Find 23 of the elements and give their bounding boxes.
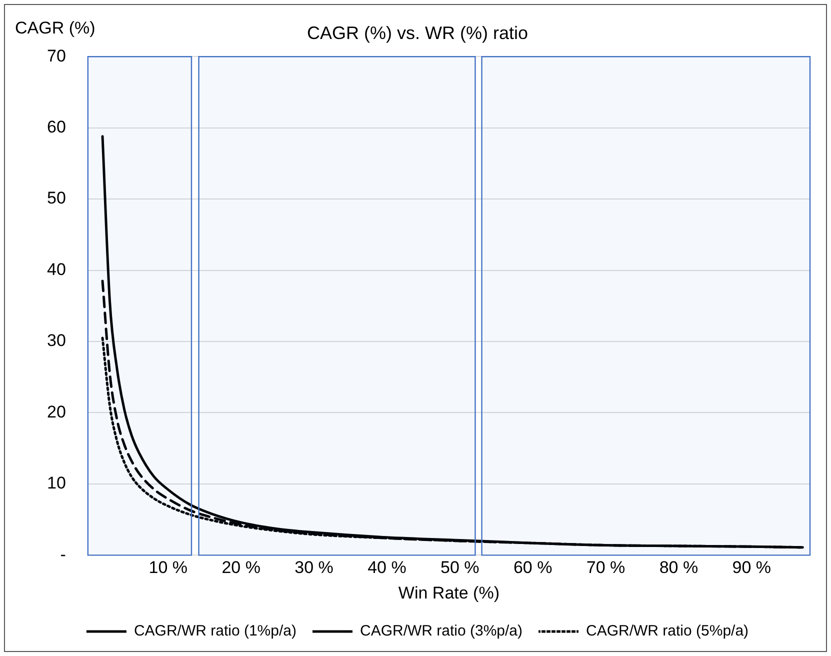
legend-label: CAGR/WR ratio (3%p/a): [360, 622, 523, 640]
y-axis-title: CAGR (%): [15, 18, 96, 38]
x-tick-label: 30 %: [294, 558, 334, 578]
y-tick-label: 30: [46, 331, 66, 350]
y-tick-label: -: [60, 544, 66, 564]
x-tick-label: 10 %: [148, 558, 188, 578]
x-tick-label: 90 %: [732, 558, 772, 578]
x-tick-label: 50 %: [440, 558, 480, 578]
legend-label: CAGR/WR ratio (1%p/a): [134, 622, 296, 640]
x-tick-label: 40 %: [368, 558, 406, 578]
chart-title: CAGR (%) vs. WR (%) ratio: [306, 22, 528, 43]
x-tick-label: 20 %: [222, 558, 260, 578]
y-tick-label: 40: [46, 260, 66, 279]
x-tick-label: 70 %: [586, 558, 626, 578]
y-tick-label: 20: [46, 402, 66, 422]
y-tick-label: 50: [46, 188, 66, 208]
y-tick-label: 60: [46, 118, 66, 137]
x-tick-label: 60 %: [513, 558, 552, 578]
y-tick-label: 10: [46, 474, 66, 493]
x-tick-label: 80 %: [659, 558, 698, 578]
y-tick-label: 70: [46, 46, 66, 66]
x-axis-title: Win Rate (%): [398, 583, 500, 602]
legend-label: CAGR/WR ratio (5%p/a): [586, 622, 749, 640]
